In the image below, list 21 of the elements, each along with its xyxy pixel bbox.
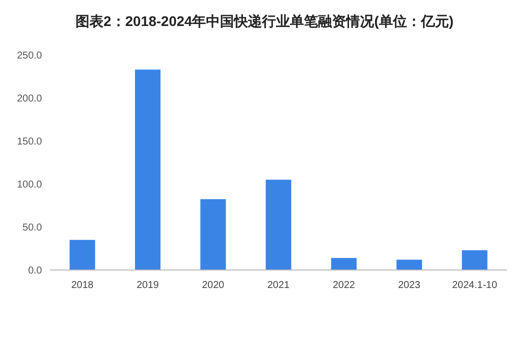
chart-title: 图表2：2018-2024年中国快递行业单笔融资情况(单位：亿元) <box>75 13 454 29</box>
bar <box>70 240 96 270</box>
y-tick-label: 100.0 <box>16 180 42 190</box>
y-tick-label: 200.0 <box>16 94 42 104</box>
bar <box>462 250 488 270</box>
bar <box>134 70 160 270</box>
x-tick-label: 2022 <box>332 280 356 291</box>
x-tick-label: 2020 <box>202 280 225 291</box>
bar <box>200 199 226 270</box>
x-tick-label: 2019 <box>136 280 160 291</box>
x-tick-label: 2021 <box>267 280 290 291</box>
bar <box>396 260 422 270</box>
y-tick-label: 250.0 <box>16 50 42 62</box>
x-tick-label: 2018 <box>71 280 94 291</box>
bar <box>331 258 357 270</box>
bar <box>266 180 292 270</box>
y-tick-label: 50.0 <box>22 222 42 234</box>
y-tick-label: 150.0 <box>16 136 42 148</box>
y-tick-label: 0.0 <box>28 266 42 276</box>
x-tick-label: 2024.1-10 <box>452 280 498 291</box>
x-tick-label: 2023 <box>398 280 421 291</box>
